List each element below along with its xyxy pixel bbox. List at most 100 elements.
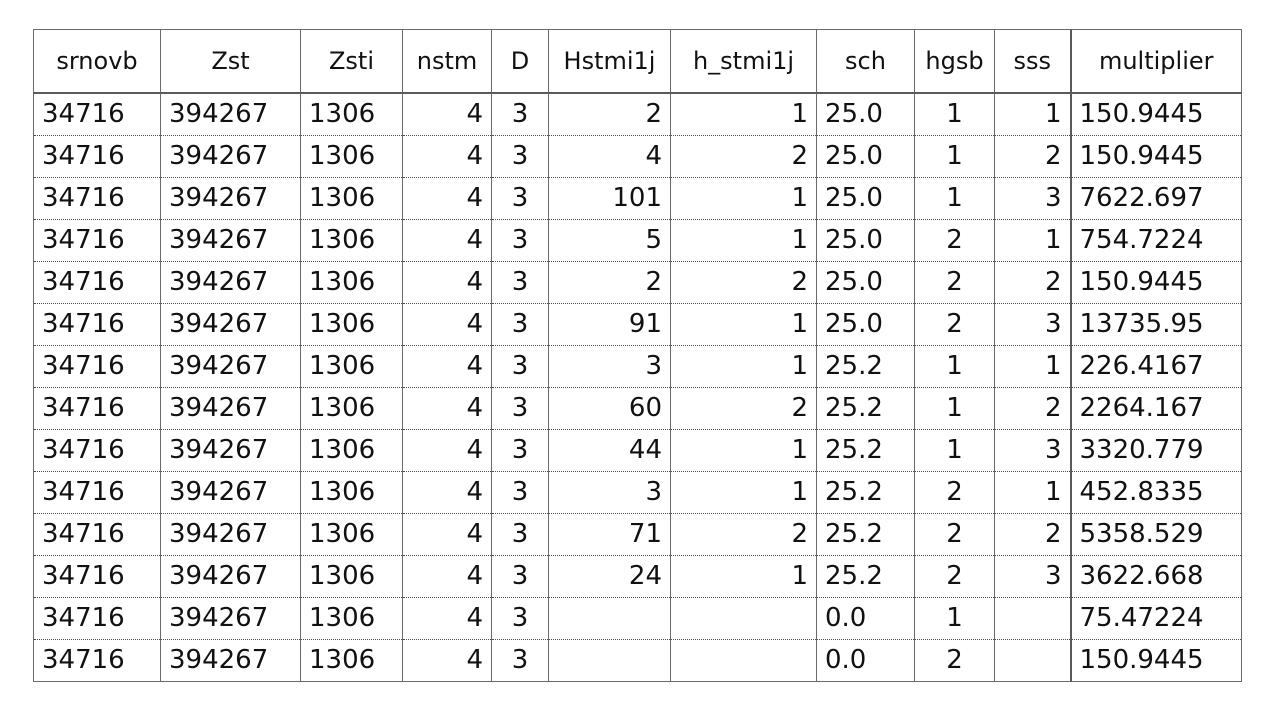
cell-sch: 25.2 — [816, 387, 915, 430]
header-row: srnovb Zst Zsti nstm D Hstmi1j h_stmi1j … — [33, 29, 1242, 94]
cell-sch: 25.2 — [816, 471, 915, 514]
cell-zsti: 1306 — [300, 513, 403, 556]
cell-d: 3 — [491, 471, 549, 514]
cell-sch: 25.2 — [816, 555, 915, 598]
cell-srnovb: 34716 — [33, 177, 161, 220]
cell-multiplier: 150.9445 — [1069, 639, 1242, 682]
cell-zsti: 1306 — [300, 387, 403, 430]
cell-hgsb: 2 — [914, 639, 995, 682]
cell-zst: 394267 — [160, 303, 301, 346]
cell-sss: 3 — [994, 177, 1071, 220]
cell-srnovb: 34716 — [33, 93, 161, 136]
cell-zst: 394267 — [160, 387, 301, 430]
cell-sss — [994, 597, 1071, 640]
table-row: 34716 394267 1306 4 3 2 1 25.0 1 1 150.9445 — [33, 93, 1242, 136]
cell-hgsb: 1 — [914, 135, 995, 178]
cell-hstmi1j: 5 — [548, 219, 671, 262]
cell-sss — [994, 639, 1071, 682]
table-row: 34716 394267 1306 4 3 0.0 1 75.47224 — [33, 597, 1242, 640]
cell-sss: 1 — [994, 219, 1071, 262]
cell-nstm: 4 — [402, 261, 492, 304]
cell-sch: 25.0 — [816, 177, 915, 220]
cell-srnovb: 34716 — [33, 597, 161, 640]
column-header-h-stmi1j: h_stmi1j — [670, 29, 817, 94]
cell-multiplier: 150.9445 — [1069, 93, 1242, 136]
cell-sch: 0.0 — [816, 639, 915, 682]
cell-h-stmi1j: 2 — [670, 135, 817, 178]
cell-h-stmi1j: 1 — [670, 303, 817, 346]
cell-zsti: 1306 — [300, 135, 403, 178]
cell-h-stmi1j: 1 — [670, 471, 817, 514]
cell-h-stmi1j: 1 — [670, 93, 817, 136]
column-header-nstm: nstm — [402, 29, 492, 94]
cell-d: 3 — [491, 219, 549, 262]
cell-srnovb: 34716 — [33, 387, 161, 430]
cell-srnovb: 34716 — [33, 429, 161, 472]
cell-zst: 394267 — [160, 177, 301, 220]
column-header-hstmi1j: Hstmi1j — [548, 29, 671, 94]
cell-nstm: 4 — [402, 555, 492, 598]
cell-zsti: 1306 — [300, 429, 403, 472]
table-row: 34716 394267 1306 4 3 3 1 25.2 2 1 452.8335 — [33, 471, 1242, 514]
cell-multiplier: 150.9445 — [1069, 135, 1242, 178]
cell-sss: 2 — [994, 135, 1071, 178]
cell-sch: 25.0 — [816, 135, 915, 178]
cell-nstm: 4 — [402, 387, 492, 430]
cell-h-stmi1j: 2 — [670, 261, 817, 304]
cell-zsti: 1306 — [300, 471, 403, 514]
cell-zst: 394267 — [160, 597, 301, 640]
cell-zst: 394267 — [160, 261, 301, 304]
cell-srnovb: 34716 — [33, 555, 161, 598]
cell-hstmi1j: 60 — [548, 387, 671, 430]
cell-multiplier: 75.47224 — [1069, 597, 1242, 640]
cell-hstmi1j: 3 — [548, 471, 671, 514]
cell-multiplier: 7622.697 — [1069, 177, 1242, 220]
cell-hstmi1j: 24 — [548, 555, 671, 598]
cell-multiplier: 150.9445 — [1069, 261, 1242, 304]
cell-d: 3 — [491, 261, 549, 304]
cell-zsti: 1306 — [300, 261, 403, 304]
cell-srnovb: 34716 — [33, 261, 161, 304]
cell-h-stmi1j: 1 — [670, 177, 817, 220]
column-header-d: D — [491, 29, 549, 94]
cell-hstmi1j: 44 — [548, 429, 671, 472]
cell-d: 3 — [491, 303, 549, 346]
cell-sss: 3 — [994, 555, 1071, 598]
cell-sch: 25.0 — [816, 219, 915, 262]
cell-h-stmi1j: 1 — [670, 345, 817, 388]
cell-multiplier: 754.7224 — [1069, 219, 1242, 262]
cell-hgsb: 2 — [914, 261, 995, 304]
cell-nstm: 4 — [402, 303, 492, 346]
cell-sss: 2 — [994, 387, 1071, 430]
cell-hgsb: 1 — [914, 429, 995, 472]
table-row: 34716 394267 1306 4 3 2 2 25.0 2 2 150.9445 — [33, 261, 1242, 304]
cell-sch: 25.2 — [816, 345, 915, 388]
cell-nstm: 4 — [402, 429, 492, 472]
table-row: 34716 394267 1306 4 3 24 1 25.2 2 3 3622.668 — [33, 555, 1242, 598]
cell-zst: 394267 — [160, 513, 301, 556]
column-header-sss: sss — [994, 29, 1071, 94]
cell-hstmi1j: 101 — [548, 177, 671, 220]
cell-zsti: 1306 — [300, 177, 403, 220]
cell-multiplier: 13735.95 — [1069, 303, 1242, 346]
data-table: srnovb Zst Zsti nstm D Hstmi1j h_stmi1j … — [33, 29, 1242, 682]
cell-zsti: 1306 — [300, 639, 403, 682]
cell-zst: 394267 — [160, 135, 301, 178]
cell-sch: 25.0 — [816, 261, 915, 304]
cell-d: 3 — [491, 513, 549, 556]
cell-zst: 394267 — [160, 471, 301, 514]
cell-zsti: 1306 — [300, 219, 403, 262]
table-row: 34716 394267 1306 4 3 5 1 25.0 2 1 754.7224 — [33, 219, 1242, 262]
table-row: 34716 394267 1306 4 3 0.0 2 150.9445 — [33, 639, 1242, 682]
cell-zst: 394267 — [160, 93, 301, 136]
cell-h-stmi1j — [670, 597, 817, 640]
cell-h-stmi1j: 1 — [670, 219, 817, 262]
cell-srnovb: 34716 — [33, 639, 161, 682]
column-header-hgsb: hgsb — [914, 29, 995, 94]
cell-srnovb: 34716 — [33, 135, 161, 178]
cell-hgsb: 2 — [914, 219, 995, 262]
cell-hgsb: 2 — [914, 303, 995, 346]
cell-nstm: 4 — [402, 93, 492, 136]
cell-zsti: 1306 — [300, 303, 403, 346]
cell-srnovb: 34716 — [33, 345, 161, 388]
